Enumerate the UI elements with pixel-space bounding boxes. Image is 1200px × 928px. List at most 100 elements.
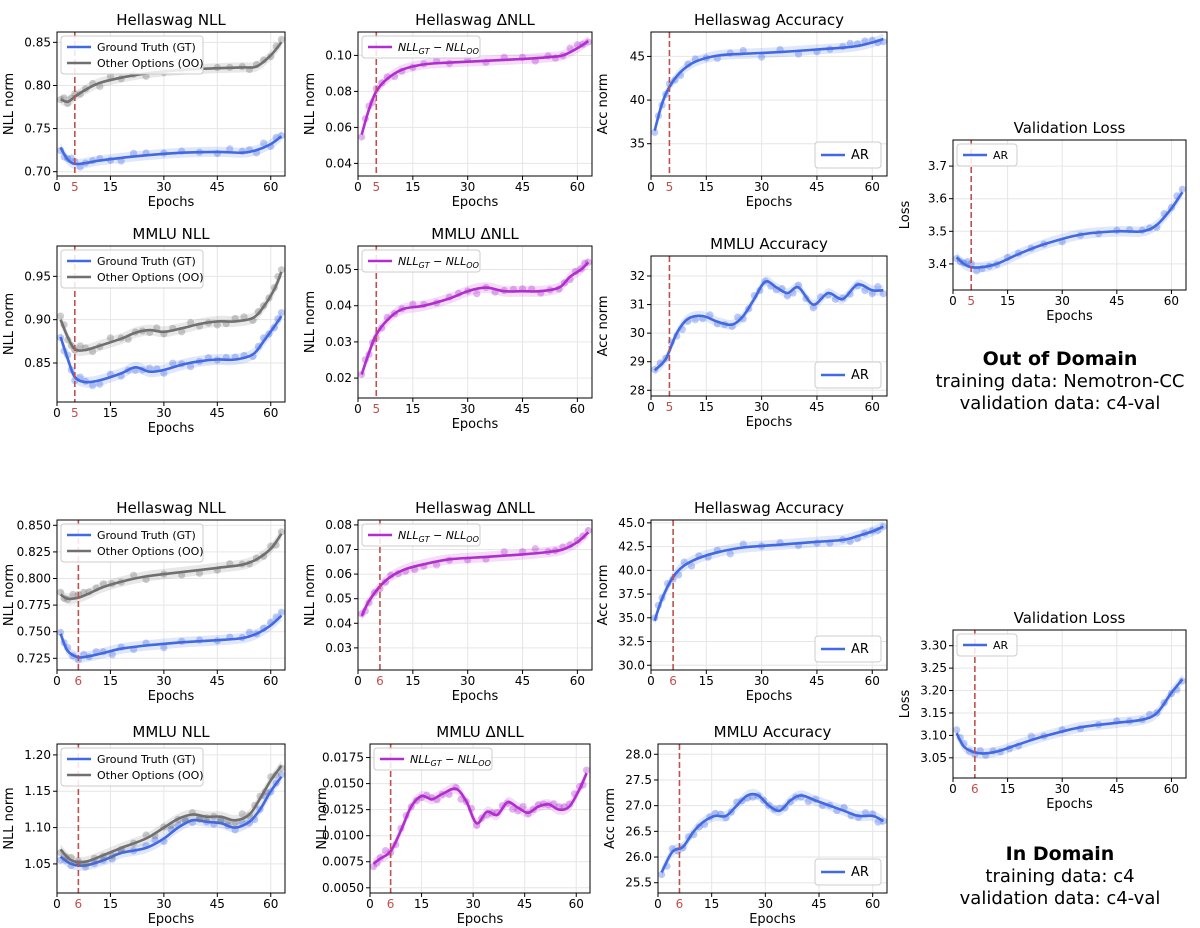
chart-title: MMLU ΔNLL <box>431 225 519 243</box>
x-tick-label: 45 <box>210 897 225 911</box>
plot-frame <box>650 255 888 397</box>
confidence-band <box>361 36 589 140</box>
data-point <box>96 380 104 388</box>
x-tick-label: 45 <box>811 897 826 911</box>
caption-validation-data: validation data: c4-val <box>959 393 1161 414</box>
confidence-band <box>60 310 282 388</box>
x-tick-label: 15 <box>405 180 420 194</box>
data-point <box>108 852 116 860</box>
y-tick-label: 0.0050 <box>322 881 364 895</box>
data-point <box>739 46 747 55</box>
legend-label: Other Options (OO) <box>97 57 204 70</box>
legend: AR <box>814 635 882 663</box>
legend: AR <box>956 143 1018 167</box>
chart-title: Hellaswag ΔNLL <box>415 499 535 517</box>
epoch-marker-label: 6 <box>376 674 384 688</box>
y-tick-label: 0.825 <box>17 545 51 559</box>
plot-data <box>358 526 592 622</box>
y-tick-label: 0.70 <box>24 165 51 179</box>
y-tick-label: 3.5 <box>928 224 947 238</box>
y-tick-label: 28.0 <box>625 747 652 761</box>
data-point <box>804 798 812 806</box>
legend-label: Other Options (OO) <box>97 271 204 284</box>
plot-data <box>358 257 592 380</box>
chart-t6: 0 15 30 45 60 0.02 0.03 0.04 0.05 5 MMLU ΔNLL Epoch… <box>303 225 593 432</box>
y-tick-label: 31 <box>630 298 645 312</box>
x-tick-label: 45 <box>809 400 824 414</box>
y-axis-label: NLL norm <box>2 787 17 849</box>
x-tick-label: 45 <box>515 402 530 416</box>
chart-b1: 0 15 30 45 60 0.725 0.750 0.775 0.800 0.825 0.850 6… <box>2 499 286 704</box>
chart-t1: 0 15 30 45 60 0.70 0.75 0.80 0.85 5 Hellaswag NLL E… <box>2 11 286 210</box>
x-axis-label: Epochs <box>452 417 499 432</box>
y-axis-label: Acc norm <box>596 564 611 625</box>
y-tick-label: 30 <box>630 326 645 340</box>
plot-frame <box>357 519 593 671</box>
y-tick-label: 26.0 <box>625 850 652 864</box>
legend: Ground Truth (GT) Other Options (OO) <box>60 747 204 787</box>
y-tick-label: 0.07 <box>325 543 352 557</box>
chart-b2: 0 15 30 45 60 0.03 0.04 0.05 0.06 0.07 0.08 6 Hellas… <box>303 499 593 704</box>
x-axis-label: Epochs <box>746 689 793 704</box>
chart-title: Validation Loss <box>1014 119 1126 137</box>
x-tick-label: 60 <box>865 897 880 911</box>
x-tick-label: 45 <box>210 674 225 688</box>
plot-frame <box>369 743 591 894</box>
y-tick-label: 0.05 <box>325 263 352 277</box>
confidence-band <box>654 276 884 376</box>
x-tick-label: 60 <box>263 406 278 420</box>
y-tick-label: 0.80 <box>24 78 51 92</box>
x-tick-label: 30 <box>754 180 769 194</box>
epoch-marker-label: 5 <box>71 406 79 420</box>
y-axis-label: Acc norm <box>603 788 618 849</box>
data-point <box>169 359 177 367</box>
legend-box <box>814 858 882 886</box>
data-point <box>473 290 481 298</box>
data-point <box>370 863 378 871</box>
y-tick-label: 35.0 <box>618 611 645 625</box>
data-point <box>277 770 285 779</box>
legend-label: Other Options (OO) <box>97 545 204 558</box>
y-tick-label: 27.5 <box>625 773 652 787</box>
data-point <box>874 283 882 291</box>
x-tick-label: 30 <box>754 674 769 688</box>
legend: NLLGT − NLLOO <box>361 35 481 59</box>
data-point <box>758 53 766 61</box>
confidence-band <box>60 528 282 605</box>
y-tick-label: 3.15 <box>920 706 947 720</box>
chart-b4: 0 15 30 45 60 3.05 3.10 3.15 3.20 3.25 3.30 6 Valida… <box>898 609 1187 812</box>
confidence-band <box>956 674 1183 759</box>
legend-label-part: GT <box>419 261 431 270</box>
legend-label-part: − NLL <box>430 41 467 54</box>
chart-title: MMLU ΔNLL <box>436 723 524 741</box>
y-tick-label: 28 <box>630 383 645 397</box>
x-tick-label: 60 <box>569 897 584 911</box>
legend-label: AR <box>851 642 869 657</box>
y-tick-label: 0.03 <box>325 335 352 349</box>
x-tick-label: 0 <box>949 782 957 796</box>
x-tick-label: 60 <box>263 180 278 194</box>
plot-data <box>57 266 285 390</box>
data-point <box>358 133 366 141</box>
legend-box <box>60 747 204 787</box>
data-point <box>1178 185 1186 193</box>
y-axis-label: NLL norm <box>303 73 318 135</box>
y-axis-label: Loss <box>898 201 913 230</box>
epoch-marker-label: 6 <box>75 897 83 911</box>
y-tick-label: 0.08 <box>325 84 352 98</box>
x-tick-label: 45 <box>1109 294 1124 308</box>
x-tick-label: 0 <box>53 897 61 911</box>
chart-title: Hellaswag NLL <box>116 499 226 517</box>
epoch-marker-label: 5 <box>372 180 380 194</box>
legend: Ground Truth (GT) Other Options (OO) <box>60 523 204 563</box>
y-tick-label: 0.05 <box>325 592 352 606</box>
data-point <box>57 312 65 320</box>
legend-label-part: NLL <box>398 255 419 268</box>
data-point <box>651 128 659 136</box>
x-axis-label: Epochs <box>1046 797 1093 812</box>
legend: AR <box>814 858 882 886</box>
x-tick-label: 30 <box>156 406 171 420</box>
y-tick-label: 40.0 <box>618 563 645 577</box>
y-tick-label: 0.725 <box>17 651 51 665</box>
x-axis-label: Epochs <box>148 421 195 436</box>
